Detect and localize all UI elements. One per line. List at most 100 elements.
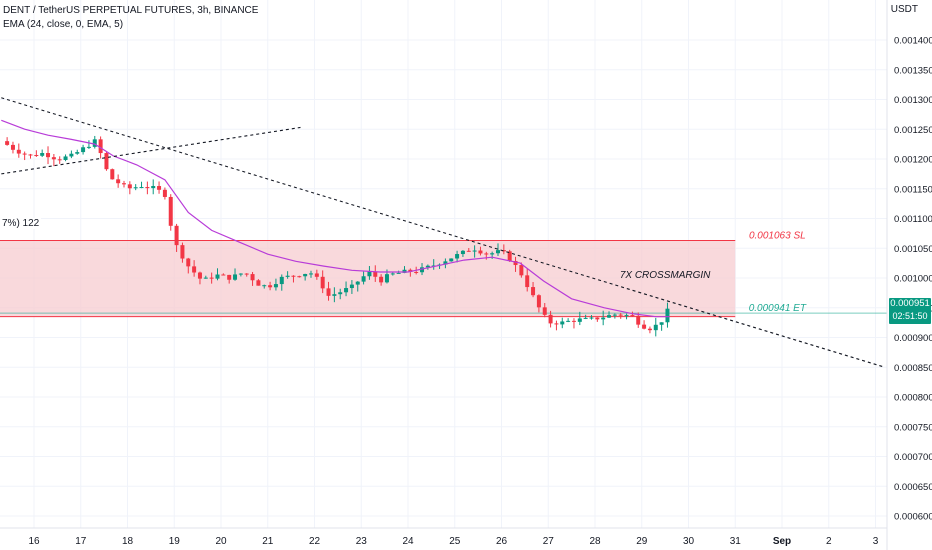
candle-body — [420, 267, 425, 273]
candle-body — [373, 271, 378, 277]
candle-body — [57, 159, 62, 161]
time-tick-label: 24 — [402, 536, 414, 547]
time-tick-label: 29 — [636, 536, 648, 547]
time-axis: 16 17 18 19 20 21 22 23 24 25 26 27 28 29 30 31 Sep 2 3 — [28, 536, 878, 547]
candle-body — [215, 274, 220, 279]
candle-body — [51, 157, 56, 160]
candle-body — [121, 183, 126, 185]
candle-body — [361, 276, 366, 282]
candle-body — [168, 196, 173, 226]
candle-body — [268, 285, 273, 288]
price-tick-label: 0.001400 — [894, 36, 932, 47]
candle-body — [519, 265, 524, 276]
time-tick-label: 28 — [589, 536, 601, 547]
candle-body — [554, 323, 559, 325]
candle-body — [332, 294, 337, 296]
time-tick-label: 3 — [873, 536, 879, 547]
candle-body — [314, 273, 319, 277]
candle-body — [630, 315, 635, 317]
candle-body — [344, 288, 349, 293]
candle-body — [449, 258, 454, 262]
candle-body — [367, 271, 372, 277]
time-tick-label: 26 — [496, 536, 508, 547]
chart-title-block: DENT / TetherUS PERPETUAL FUTURES, 3h, B… — [3, 4, 258, 32]
candle-body — [501, 250, 506, 252]
candle-body — [10, 144, 15, 150]
price-tick-label: 0.001200 — [894, 155, 932, 166]
candle-body — [162, 189, 167, 197]
candle-body — [110, 169, 115, 180]
time-tick-label: 22 — [309, 536, 321, 547]
time-tick-label: 30 — [683, 536, 695, 547]
candle-body — [209, 277, 214, 279]
candle-body — [349, 284, 354, 289]
price-tick-label: 0.000800 — [894, 393, 932, 404]
price-tick-label: 0.001000 — [894, 274, 932, 285]
candle-body — [104, 153, 109, 170]
price-tick-label: 0.000900 — [894, 333, 932, 344]
candle-body — [525, 275, 530, 288]
bar-countdown: 02:51:50 — [892, 311, 928, 321]
entry-target-label: 0.000941 ET — [749, 303, 807, 314]
candle-body — [647, 328, 652, 331]
candle-body — [303, 273, 308, 277]
descending-trendline — [1, 97, 886, 368]
candle-body — [607, 315, 612, 318]
candle-body — [665, 308, 670, 323]
candle-body — [402, 269, 407, 273]
candle-body — [285, 275, 290, 277]
candle-body — [238, 273, 243, 275]
candle-body — [379, 276, 384, 283]
candle-body — [484, 253, 489, 255]
time-tick-label: 21 — [262, 536, 274, 547]
candle-body — [203, 277, 208, 279]
candle-body — [192, 266, 197, 273]
candle-body — [92, 139, 97, 147]
candle-body — [63, 156, 68, 160]
time-tick-label: 27 — [543, 536, 555, 547]
price-tick-label: 0.001250 — [894, 125, 932, 136]
price-tick-label: 0.001100 — [894, 214, 932, 225]
candle-body — [22, 153, 27, 155]
price-tick-label: 0.000850 — [894, 363, 932, 374]
price-tick-label: 0.001150 — [894, 184, 932, 195]
ascending-trendline — [1, 126, 301, 175]
price-tick-label: 0.001050 — [894, 244, 932, 255]
price-tick-label: 0.001300 — [894, 95, 932, 106]
candle-body — [571, 320, 576, 322]
candle-body — [396, 272, 401, 274]
candle-body — [151, 186, 156, 189]
candle-body — [262, 285, 267, 287]
last-price-tag: 0.000951 02:51:50 — [889, 298, 931, 324]
ema-indicator-label[interactable]: EMA (24, close, 0, EMA, 5) — [3, 19, 124, 30]
candle-body — [495, 250, 500, 254]
candle-body — [221, 274, 226, 276]
stop-loss-label: 0.001063 SL — [749, 231, 806, 242]
candle-body — [636, 315, 641, 325]
time-tick-label: 2 — [826, 536, 832, 547]
candle-body — [326, 288, 331, 296]
candle-body — [46, 153, 51, 158]
candle-body — [256, 280, 261, 286]
price-tick-label: 0.000600 — [894, 512, 932, 523]
candle-body — [618, 314, 623, 316]
candle-body — [16, 149, 21, 154]
candle-body — [624, 315, 629, 317]
candle-body — [478, 250, 483, 254]
currency-label: USDT — [890, 4, 918, 15]
candle-body — [5, 141, 10, 145]
candle-body — [34, 155, 39, 157]
time-tick-label: 19 — [169, 536, 181, 547]
candle-body — [531, 287, 536, 296]
candle-body — [338, 292, 343, 295]
symbol-title[interactable]: DENT / TetherUS PERPETUAL FUTURES, 3h, B… — [3, 5, 259, 16]
candle-body — [116, 179, 121, 184]
time-tick-label: 16 — [28, 536, 40, 547]
candle-body — [197, 272, 202, 279]
candle-body — [69, 153, 74, 157]
candle-body — [75, 152, 80, 154]
time-tick-label: 25 — [449, 536, 461, 547]
candle-body — [601, 317, 606, 320]
